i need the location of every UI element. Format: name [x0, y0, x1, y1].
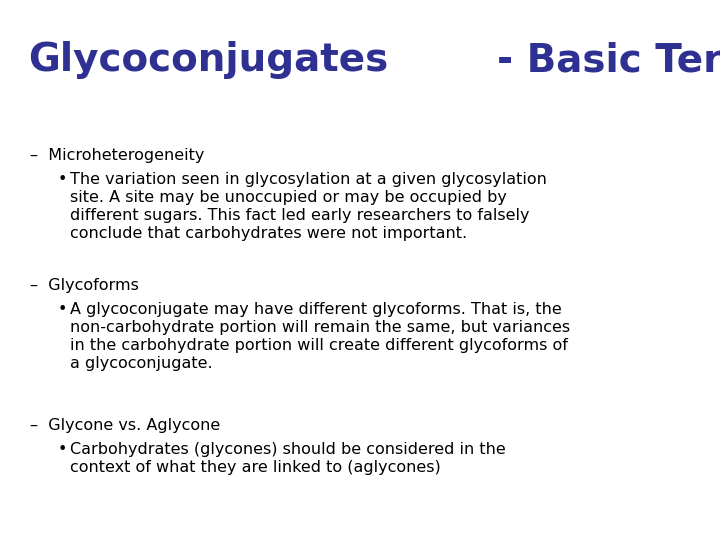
Text: Glycoconjugates: Glycoconjugates: [28, 41, 388, 79]
Text: –  Microheterogeneity: – Microheterogeneity: [30, 148, 204, 163]
Text: - Basic Terms: - Basic Terms: [497, 41, 720, 79]
Text: •: •: [58, 172, 68, 187]
Text: •: •: [58, 442, 68, 457]
Text: The variation seen in glycosylation at a given glycosylation
site. A site may be: The variation seen in glycosylation at a…: [70, 172, 547, 241]
Text: –  Glycoforms: – Glycoforms: [30, 278, 139, 293]
Text: Carbohydrates (glycones) should be considered in the
context of what they are li: Carbohydrates (glycones) should be consi…: [70, 442, 505, 475]
Text: –  Glycone vs. Aglycone: – Glycone vs. Aglycone: [30, 418, 220, 433]
Text: A glycoconjugate may have different glycoforms. That is, the
non-carbohydrate po: A glycoconjugate may have different glyc…: [70, 302, 570, 371]
Text: •: •: [58, 302, 68, 317]
